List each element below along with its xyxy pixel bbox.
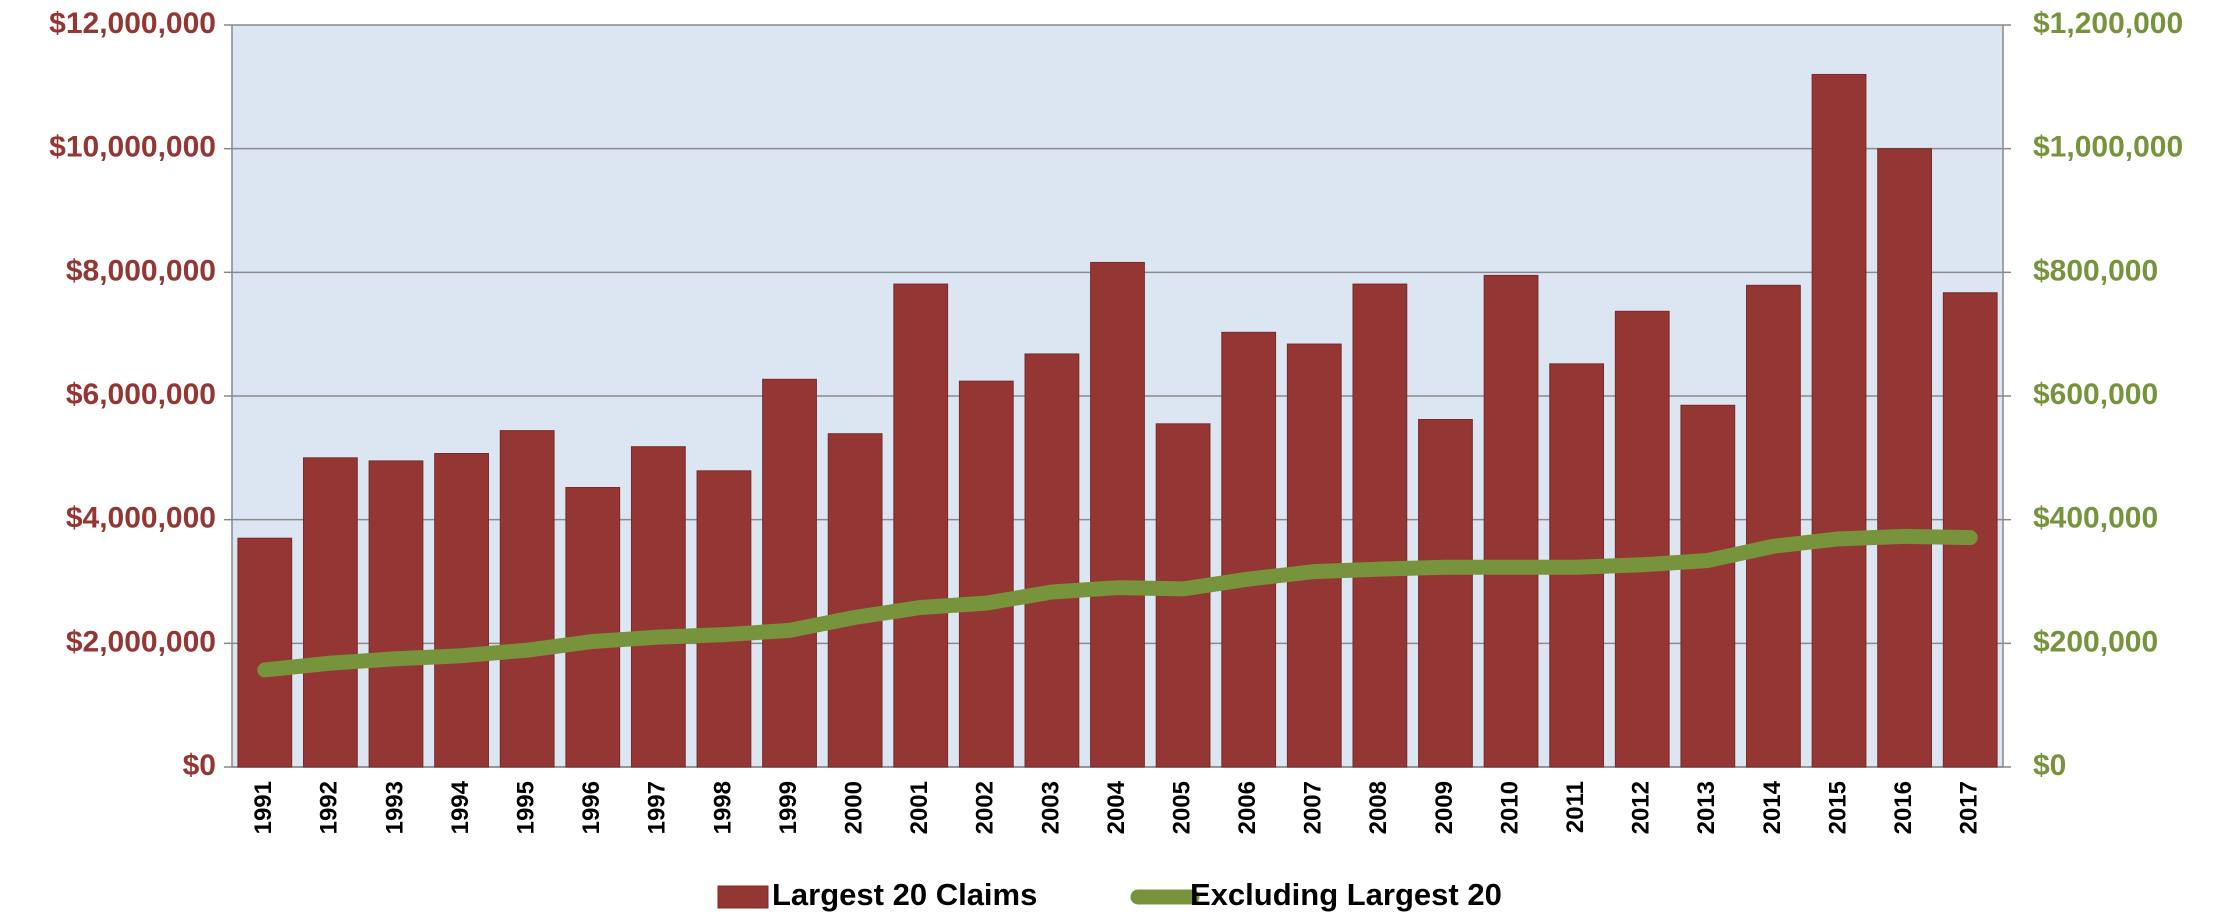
y2-tick-label: $400,000 xyxy=(2033,502,2158,535)
x-tick-label: 1999 xyxy=(775,781,802,834)
y-tick-label: $4,000,000 xyxy=(66,502,216,535)
y-tick-label: $10,000,000 xyxy=(49,131,216,164)
line xyxy=(257,528,1978,678)
bar xyxy=(1614,310,1670,768)
x-tick-label: 2011 xyxy=(1562,781,1589,833)
bar xyxy=(368,460,424,768)
y2-tick-label: $600,000 xyxy=(2033,378,2158,411)
bar xyxy=(565,487,621,768)
bar xyxy=(1483,274,1539,768)
bar xyxy=(1746,284,1801,768)
legend-label: Excluding Largest 20 xyxy=(1190,877,1502,912)
x-tick-label: 1991 xyxy=(250,781,277,834)
y2-tick-label: $200,000 xyxy=(2033,625,2158,658)
x-tick-label: 1993 xyxy=(381,781,408,834)
bar xyxy=(237,537,293,768)
y-tick-label: $6,000,000 xyxy=(66,378,216,411)
x-tick-label: 2006 xyxy=(1234,781,1261,834)
y2-tick-label: $1,200,000 xyxy=(2033,7,2183,40)
x-tick-label: 2007 xyxy=(1300,781,1327,834)
bar xyxy=(1221,331,1277,768)
x-tick-label: 2015 xyxy=(1824,781,1851,834)
bar xyxy=(1352,283,1408,768)
x-tick-label: 2016 xyxy=(1890,781,1917,834)
x-tick-label: 2014 xyxy=(1759,780,1786,834)
legend-swatch xyxy=(717,885,769,909)
bar xyxy=(696,470,752,768)
x-tick-label: 2005 xyxy=(1168,781,1195,834)
bar xyxy=(1286,343,1342,768)
x-tick-label: 2000 xyxy=(840,781,867,834)
x-tick-label: 1995 xyxy=(513,781,540,834)
x-tick-label: 2001 xyxy=(906,781,933,834)
y2-tick-label: $0 xyxy=(2033,749,2066,782)
x-tick-label: 2002 xyxy=(972,781,999,834)
legend-label: Largest 20 Claims xyxy=(772,877,1037,912)
bar xyxy=(827,433,883,768)
x-tick-label: 2010 xyxy=(1496,781,1523,834)
x-tick-label: 1994 xyxy=(447,780,474,834)
x-tick-label: 1998 xyxy=(709,781,736,834)
bar xyxy=(1024,353,1080,768)
bar xyxy=(1090,261,1145,768)
x-tick-label: 1996 xyxy=(578,781,605,834)
bar xyxy=(958,380,1014,768)
x-tick-label: 1997 xyxy=(644,781,671,834)
x-tick-label: 2008 xyxy=(1365,781,1392,834)
bar xyxy=(762,378,817,768)
x-tick-label: 2009 xyxy=(1431,781,1458,834)
bar xyxy=(499,430,555,768)
bar xyxy=(1418,418,1473,768)
y-tick-label: $8,000,000 xyxy=(66,254,216,287)
x-tick-label: 2012 xyxy=(1628,781,1655,834)
bar xyxy=(893,283,949,768)
y-tick-label: $12,000,000 xyxy=(49,7,216,40)
x-tick-label: 2017 xyxy=(1956,781,1983,834)
x-tick-label: 1992 xyxy=(316,781,343,834)
y2-tick-label: $800,000 xyxy=(2033,254,2158,287)
bar xyxy=(630,446,686,768)
y-tick-label: $0 xyxy=(183,749,216,782)
x-tick-label: 2003 xyxy=(1037,781,1064,834)
bar xyxy=(302,457,358,768)
x-tick-label: 2013 xyxy=(1693,781,1720,834)
x-tick-label: 2004 xyxy=(1103,780,1130,834)
bar xyxy=(1877,148,1933,768)
bar xyxy=(434,453,489,768)
bar xyxy=(1811,73,1867,768)
y2-tick-label: $1,000,000 xyxy=(2033,131,2183,164)
y-tick-label: $2,000,000 xyxy=(66,625,216,658)
bar xyxy=(1680,404,1736,768)
